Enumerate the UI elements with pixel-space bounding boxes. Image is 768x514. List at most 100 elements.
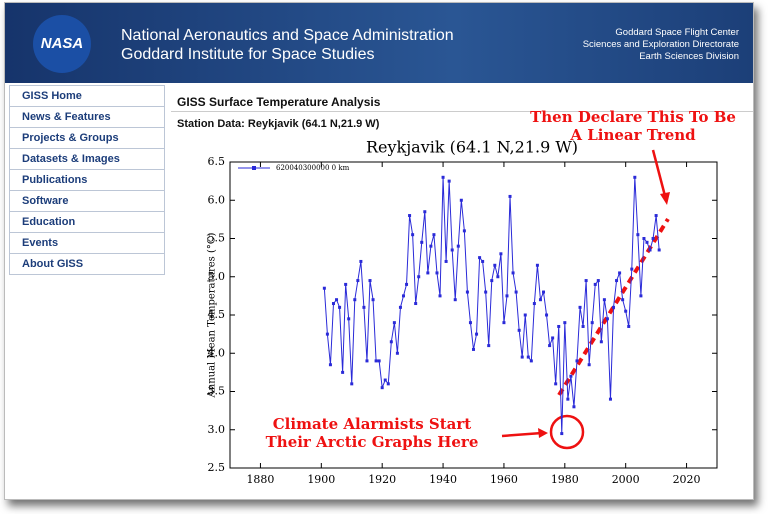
point — [639, 294, 643, 298]
point — [398, 305, 402, 309]
point — [481, 259, 485, 263]
point — [557, 324, 561, 328]
point — [575, 359, 579, 363]
point — [468, 321, 472, 325]
y-tick-label: 6.5 — [208, 155, 226, 168]
nav-item[interactable]: Projects & Groups — [9, 128, 165, 149]
x-tick-label: 1900 — [307, 473, 335, 486]
section-title: GISS Surface Temperature Analysis — [177, 95, 381, 109]
point — [657, 248, 661, 252]
x-tick-label: 1980 — [551, 473, 579, 486]
point — [408, 214, 412, 218]
point — [584, 279, 588, 283]
point — [532, 302, 536, 306]
point — [520, 355, 524, 359]
point — [554, 382, 558, 386]
point — [368, 279, 372, 283]
legend-marker — [252, 166, 256, 170]
point — [633, 175, 637, 179]
point — [511, 271, 515, 275]
header-title: National Aeronautics and Space Administr… — [121, 27, 454, 44]
point — [331, 302, 335, 306]
point — [438, 294, 442, 298]
y-tick-label: 6.0 — [208, 193, 226, 206]
nav-item[interactable]: Datasets & Images — [9, 149, 165, 170]
y-tick-label: 4.5 — [208, 308, 226, 321]
header-subtitle: Goddard Institute for Space Studies — [121, 46, 375, 63]
point — [563, 321, 567, 325]
point — [505, 294, 509, 298]
nav-item[interactable]: Publications — [9, 170, 165, 191]
point — [514, 290, 518, 294]
point — [353, 298, 357, 302]
point — [526, 355, 530, 359]
point — [630, 267, 634, 271]
point — [435, 271, 439, 275]
chart-title: Reykjavik (64.1 N,21.9 W) — [366, 138, 578, 157]
x-tick-label: 2000 — [612, 473, 640, 486]
point — [429, 244, 433, 248]
point — [356, 279, 360, 283]
point — [538, 298, 542, 302]
arrow-head — [660, 192, 670, 205]
nav-item[interactable]: About GISS — [9, 254, 165, 275]
point — [472, 347, 475, 351]
point — [578, 305, 582, 309]
point — [542, 290, 546, 294]
annotation: A Linear Trend — [569, 126, 696, 144]
logo[interactable]: NASA — [33, 15, 91, 73]
header-right: Goddard Space Flight Center — [615, 27, 739, 38]
arrow — [651, 149, 667, 197]
y-tick-label: 3.0 — [208, 423, 226, 436]
point — [426, 271, 430, 275]
point — [453, 298, 457, 302]
point — [441, 175, 445, 179]
point — [456, 244, 460, 248]
nav-item[interactable]: News & Features — [9, 107, 165, 128]
point — [478, 256, 482, 260]
point — [636, 233, 640, 237]
point — [447, 179, 451, 183]
point — [548, 344, 552, 348]
point — [322, 286, 326, 290]
point — [569, 374, 573, 378]
nav-item[interactable]: Education — [9, 212, 165, 233]
nav-item[interactable]: Events — [9, 233, 165, 254]
point — [517, 328, 521, 332]
point — [414, 302, 418, 306]
point — [602, 298, 606, 302]
point — [371, 298, 375, 302]
point — [648, 248, 652, 252]
y-axis-label: Annual Mean Temperatures (°C) — [207, 232, 218, 398]
point — [459, 198, 463, 202]
point — [599, 340, 603, 344]
point — [572, 405, 576, 409]
point — [432, 233, 436, 237]
series-line — [323, 177, 660, 434]
y-tick-label: 3.5 — [208, 385, 226, 398]
point — [325, 332, 329, 336]
point — [386, 382, 390, 386]
nav-item[interactable]: Software — [9, 191, 165, 212]
point — [605, 317, 609, 321]
point — [420, 240, 424, 244]
point — [642, 237, 646, 240]
point — [612, 305, 616, 309]
point — [651, 237, 655, 240]
point — [484, 290, 488, 294]
point — [645, 240, 649, 244]
point — [350, 382, 354, 386]
point — [618, 271, 622, 275]
nav-item[interactable]: GISS Home — [9, 85, 165, 107]
nav: GISS Home News & Features Projects & Group… — [9, 85, 165, 275]
point — [328, 363, 332, 367]
point — [365, 359, 369, 363]
point — [344, 282, 348, 286]
x-tick-label: 1920 — [368, 473, 396, 486]
point — [417, 275, 421, 279]
point — [535, 263, 539, 267]
point — [621, 298, 625, 302]
point — [338, 305, 342, 309]
point — [545, 313, 549, 317]
